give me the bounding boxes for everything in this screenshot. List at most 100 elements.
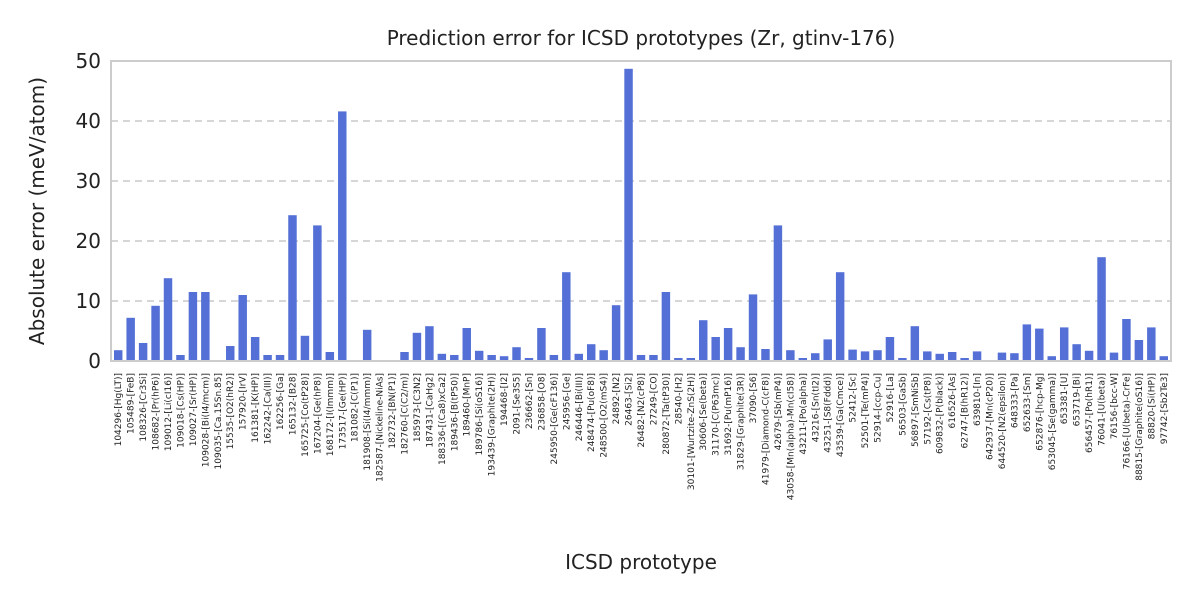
bar [736,347,745,361]
bar [1010,353,1019,361]
x-tick-label: 644520-[N2(epsilon)] [998,373,1008,469]
bar [250,337,260,361]
bar [923,351,932,361]
x-tick-label: 56897-[SmNiSb] [911,373,921,447]
x-tick-label: 109028-[Bi(I4/mcm)] [201,373,211,467]
bar [425,326,434,361]
x-tick-label: 76156-[bcc-W] [1110,373,1120,439]
x-tick-label: 188336-[(Ca8)xCa2] [438,373,448,465]
x-tick-label: 43539-[Ga(Cmce)] [836,373,846,457]
x-tick-label: 652876-[hcp-Mg] [1035,373,1045,451]
x-tick-label: 26463-[Si2] [625,373,635,426]
bar [972,351,982,361]
x-tick-label: 43216-[Sn(tI2)] [811,373,821,442]
x-tick-label: 109035-[Ca.15Sn.85] [214,373,224,469]
bar [823,339,832,361]
x-tick-label: 104296-[Hg(LT)] [114,373,124,446]
x-tick-label: 43251-[S8(Fddd)] [824,373,834,453]
bar [997,352,1007,361]
bar [723,328,733,361]
y-tick-label: 10 [76,289,101,313]
x-tick-label: 616526-[As] [948,373,958,428]
x-tick-label: 56503-[GaSb] [898,373,908,436]
x-tick-label: 185973-[C3N2] [413,373,423,442]
bar [163,278,173,361]
x-axis-label: ICSD prototype [565,550,717,574]
bar [1084,350,1094,361]
x-tick-label: 236662-[Sn] [525,373,535,429]
x-tick-label: 108682-[Pr(hP6)] [152,373,162,450]
bar [300,335,310,361]
bar [748,294,758,361]
x-tick-label: 157920-[IrV] [239,373,249,430]
x-tick-label: 37090-[S6] [749,373,759,423]
bar [574,353,583,361]
x-tick-label: 189786-[Si(oS16)] [475,373,485,456]
x-tick-label: 248474-[Pu(oF8)] [587,373,597,452]
bar [562,272,571,361]
bar [1159,356,1169,361]
x-tick-label: 653381-[U] [1060,373,1070,424]
bar [599,350,608,361]
bar [1035,328,1044,361]
x-tick-label: 108326-[Cr3Si] [139,373,149,442]
x-tick-label: 165725-[Co(tP28)] [301,373,311,457]
bar [935,353,944,361]
x-tick-label: 168172-[I(Immm)] [326,373,336,456]
bar [176,355,185,361]
bar [524,358,534,361]
x-tick-label: 181908-[Si(I4/mmm)] [363,373,373,471]
bar [661,292,671,361]
y-tick-label: 50 [76,49,101,73]
bar [1059,327,1069,361]
bar [636,355,646,361]
x-tick-label: 639810-[In] [973,373,983,426]
plot-frame [110,60,1172,362]
bar [1147,327,1156,361]
bar [188,292,198,361]
x-tick-label: 167204-[Ge(hP8)] [313,373,323,454]
x-tick-label: 2091-[Se3S5] [513,373,523,435]
bar [226,346,235,361]
bar [873,350,882,361]
x-tick-label: 52916-[La] [886,373,896,422]
bar [1047,356,1056,361]
bar [400,352,409,361]
x-tick-label: 189436-[B(tP50)] [450,373,460,451]
y-tick-label: 20 [76,229,101,253]
bar [711,337,720,361]
x-tick-label: 182760-[C(C2/m)] [401,373,411,455]
x-tick-label: 109027-[Sr(HP)] [189,373,199,446]
x-tick-label: 187431-[CaHg2] [425,373,435,448]
x-tick-label: 653045-[Se(gamma)] [1048,373,1058,470]
bar [412,332,422,361]
x-tick-label: 162256-[Ga] [276,373,286,430]
x-tick-label: 52914-[ccp-Cu] [873,373,883,443]
chart-title: Prediction error for ICSD prototypes (Zr… [387,26,896,50]
bar [313,225,322,361]
bar [1072,344,1081,361]
bar [761,349,770,361]
bar [811,353,820,361]
x-tick-label: 41979-[Diamond-C(cF8)] [761,373,771,485]
bar [275,355,285,361]
bars [113,68,1169,362]
x-tick-label: 15535-[O2(hR2)] [226,373,236,449]
bar [786,350,795,361]
x-tick-label: 88820-[Si(HP)] [1147,373,1157,439]
x-tick-label: 52412-[Sc] [849,373,859,423]
x-tick-label: 194468-[I2] [500,373,510,426]
x-tick-label: 62747-[B(hR12)] [961,373,971,449]
bar [462,328,471,361]
bar [1022,324,1032,361]
bar [699,320,708,361]
x-tick-label: 28540-[H2] [674,373,684,424]
bar [113,350,123,361]
x-tick-label: 52501-[Te(mP4)] [861,373,871,448]
x-tick-label: 245956-[Ge] [562,373,572,430]
bar [649,355,658,361]
x-tick-label: 88815-[Graphite(oS16)] [1135,373,1145,481]
x-tick-label: 26482-[N2(cP8)] [637,373,647,447]
bar [960,358,969,361]
x-tick-label: 24892-[N2] [612,373,622,424]
